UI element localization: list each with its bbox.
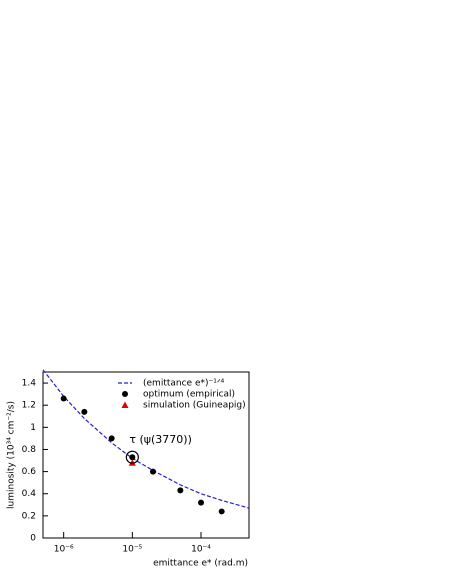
y-axis-label: luminosity (10³⁴ cm⁻²/s) bbox=[7, 401, 17, 509]
point bbox=[177, 487, 184, 494]
legend-label: simulation (Guineapig) bbox=[143, 401, 246, 411]
curve bbox=[42, 369, 250, 509]
y-tick-label: 0 bbox=[30, 534, 36, 544]
point bbox=[128, 459, 136, 466]
point bbox=[218, 508, 225, 515]
point bbox=[81, 408, 88, 415]
legend-label: (emittance e*)⁻¹ᐟ⁴ bbox=[143, 379, 225, 389]
legend-marker bbox=[121, 401, 129, 408]
point bbox=[150, 468, 157, 475]
point bbox=[198, 499, 205, 506]
point bbox=[129, 454, 136, 461]
point bbox=[108, 435, 115, 442]
x-tick-label: 10⁻⁴ bbox=[191, 545, 211, 555]
x-tick-label: 10⁻⁵ bbox=[122, 545, 142, 555]
legend-marker bbox=[122, 391, 128, 397]
y-tick-label: 1 bbox=[30, 423, 36, 433]
point bbox=[60, 395, 67, 402]
highlight-ring bbox=[125, 450, 139, 464]
legend-label: optimum (empirical) bbox=[143, 390, 235, 400]
y-tick-label: 1.2 bbox=[22, 401, 36, 411]
y-tick-label: 1.4 bbox=[22, 379, 37, 389]
y-tick-label: 0.2 bbox=[22, 511, 36, 521]
y-tick-label: 0.4 bbox=[22, 489, 37, 499]
x-axis-label: emittance e* (rad.m) bbox=[153, 559, 248, 569]
y-tick-label: 0.6 bbox=[22, 467, 37, 477]
y-tick-label: 0.8 bbox=[22, 445, 37, 455]
annotation: τ (ψ(3770)) bbox=[129, 433, 192, 446]
x-tick-label: 10⁻⁶ bbox=[54, 545, 74, 555]
plot-frame bbox=[42, 371, 250, 539]
